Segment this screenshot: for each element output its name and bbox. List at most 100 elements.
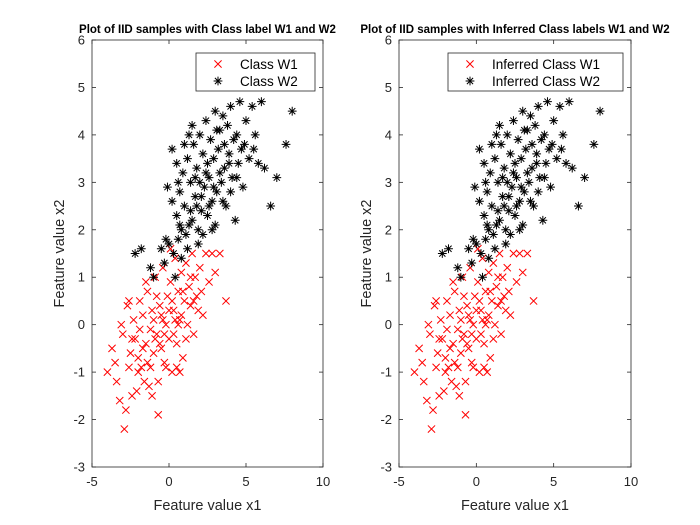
data-point bbox=[213, 144, 223, 154]
data-point bbox=[190, 192, 200, 201]
data-point bbox=[519, 187, 529, 197]
legend-entry: Class W1 bbox=[240, 57, 298, 72]
data-point bbox=[218, 111, 228, 121]
data-point bbox=[427, 425, 436, 433]
data-point bbox=[161, 363, 170, 372]
data-point bbox=[172, 211, 182, 220]
y-tick-label: 1 bbox=[385, 270, 392, 285]
data-point bbox=[220, 163, 229, 173]
axes-box bbox=[398, 39, 632, 468]
data-point bbox=[484, 253, 494, 263]
data-point bbox=[195, 177, 205, 187]
data-point bbox=[137, 363, 146, 372]
data-point bbox=[453, 363, 462, 372]
data-point bbox=[497, 296, 506, 305]
data-point bbox=[509, 116, 518, 126]
y-tick-label: -2 bbox=[380, 412, 392, 427]
data-point bbox=[168, 296, 177, 305]
data-point bbox=[438, 334, 447, 343]
data-point bbox=[502, 130, 512, 140]
data-point bbox=[180, 296, 189, 305]
data-point bbox=[441, 353, 450, 362]
data-point bbox=[487, 201, 497, 211]
data-point bbox=[148, 391, 157, 400]
data-point bbox=[435, 334, 444, 343]
data-point bbox=[510, 158, 520, 168]
data-point bbox=[432, 296, 441, 305]
data-point bbox=[223, 121, 232, 130]
data-point bbox=[544, 144, 554, 154]
data-point bbox=[522, 168, 532, 178]
data-point bbox=[178, 287, 187, 296]
data-point bbox=[238, 182, 248, 192]
data-point bbox=[526, 196, 535, 206]
data-point bbox=[516, 154, 526, 164]
data-point bbox=[244, 154, 254, 164]
data-point bbox=[183, 320, 192, 329]
data-point bbox=[207, 225, 217, 235]
data-point bbox=[175, 187, 185, 197]
data-point bbox=[507, 182, 517, 192]
data-point bbox=[155, 301, 164, 310]
data-point bbox=[496, 139, 506, 149]
data-point bbox=[509, 168, 518, 178]
series-1-points bbox=[410, 244, 538, 433]
data-point bbox=[484, 268, 493, 277]
y-tick-label: 0 bbox=[385, 317, 392, 332]
data-point bbox=[478, 254, 487, 263]
data-point bbox=[515, 196, 525, 206]
data-point bbox=[487, 296, 496, 305]
data-point bbox=[433, 349, 442, 358]
data-point bbox=[193, 239, 203, 249]
data-point bbox=[547, 139, 557, 149]
data-point bbox=[130, 249, 140, 258]
data-point bbox=[152, 330, 161, 339]
data-point bbox=[460, 292, 468, 301]
data-point bbox=[123, 301, 132, 310]
data-point bbox=[198, 149, 208, 159]
data-point bbox=[232, 173, 242, 182]
data-point bbox=[180, 139, 189, 149]
data-point bbox=[172, 339, 181, 348]
data-point bbox=[167, 196, 177, 206]
data-point bbox=[183, 244, 192, 254]
data-point bbox=[253, 158, 263, 168]
data-point bbox=[169, 249, 179, 258]
data-point bbox=[469, 320, 478, 329]
data-point bbox=[221, 201, 231, 211]
data-point bbox=[173, 177, 183, 187]
legend: Class W1 Class W2 bbox=[195, 52, 316, 92]
data-point bbox=[129, 315, 138, 324]
data-point bbox=[532, 158, 542, 168]
data-point bbox=[504, 287, 513, 296]
data-point bbox=[505, 149, 515, 159]
data-point bbox=[125, 363, 133, 372]
data-point bbox=[195, 263, 204, 272]
data-point bbox=[488, 230, 498, 239]
data-point bbox=[473, 244, 482, 253]
data-point bbox=[561, 158, 571, 168]
data-point bbox=[157, 344, 166, 353]
data-point bbox=[169, 330, 178, 339]
data-point bbox=[456, 272, 466, 282]
data-point bbox=[163, 182, 172, 192]
legend: Inferred Class W1 Inferred Class W2 bbox=[447, 52, 624, 92]
data-point bbox=[134, 368, 143, 377]
data-point bbox=[165, 306, 173, 315]
data-point bbox=[167, 144, 177, 154]
series-2-points bbox=[130, 97, 297, 282]
data-point bbox=[504, 206, 514, 216]
data-point bbox=[249, 144, 259, 154]
data-point bbox=[480, 339, 489, 348]
data-point bbox=[157, 311, 166, 320]
data-point bbox=[533, 102, 543, 111]
data-point bbox=[564, 97, 574, 107]
data-point bbox=[446, 344, 454, 353]
chart-title: Plot of IID samples with Class label W1 … bbox=[79, 24, 336, 36]
y-tick-label: -1 bbox=[380, 365, 392, 380]
data-point bbox=[515, 225, 525, 235]
legend-box bbox=[195, 52, 316, 92]
data-point bbox=[422, 396, 431, 405]
